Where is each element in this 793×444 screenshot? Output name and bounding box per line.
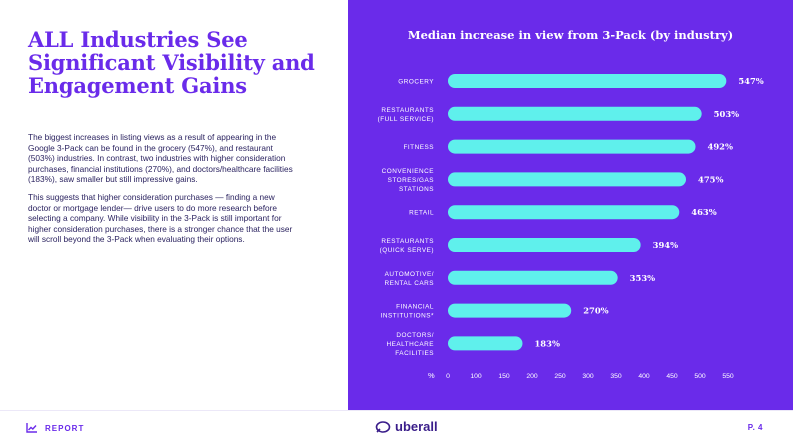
bar-8 <box>448 303 572 318</box>
value-label: 463% <box>691 207 716 217</box>
value-label: 547% <box>738 76 763 86</box>
value-label: 270% <box>583 306 608 316</box>
category-label: STATIONS <box>399 186 434 193</box>
tick-label: 550 <box>722 373 734 380</box>
category-label: RETAIL <box>409 210 434 217</box>
body-copy: The biggest increases in listing views a… <box>28 132 300 252</box>
tick-label: 450 <box>666 373 678 380</box>
value-label: 475% <box>698 174 723 184</box>
bar-1 <box>448 74 727 88</box>
bar-9 <box>448 336 523 351</box>
body-paragraph-2: This suggests that higher consideration … <box>28 191 293 245</box>
value-label: 353% <box>630 273 655 283</box>
category-label: AUTOMOTIVE/ <box>385 271 434 278</box>
category-label: DOCTORS/ <box>396 332 434 339</box>
chart-title: Median increase in view from 3-Pack (by … <box>407 28 734 42</box>
body-paragraph-1: The biggest increases in listing views a… <box>28 132 293 185</box>
chart-panel: Median increase in view from 3-Pack (by … <box>348 0 793 410</box>
bar-chart: GROCERY 547% RESTAURANTS (FULL SERVICE) 503%… <box>378 74 764 380</box>
category-label: (FULL SERVICE) <box>378 116 434 123</box>
tick-label: 0 <box>446 373 450 380</box>
report-text: REPORT <box>45 423 85 433</box>
bar-2 <box>448 106 702 121</box>
footer: REPORT uberall P. 4 <box>0 410 793 444</box>
category-label: RESTAURANTS <box>381 238 434 245</box>
bar-5 <box>448 205 680 220</box>
page-headline: ALL Industries See Significant Visibilit… <box>28 27 315 98</box>
category-label: RESTAURANTS <box>381 107 434 114</box>
value-label: 503% <box>714 109 739 119</box>
category-label: CONVENIENCE <box>382 168 434 175</box>
tick-label: 200 <box>526 373 538 380</box>
category-label: FINANCIAL <box>396 304 434 311</box>
tick-label: 400 <box>638 373 650 380</box>
tick-label: 500 <box>694 373 706 380</box>
axis-unit-label: % <box>428 371 435 380</box>
tick-label: 350 <box>610 373 622 380</box>
bar-6 <box>448 238 641 252</box>
value-label: 394% <box>653 240 678 250</box>
category-label: FITNESS <box>404 144 435 151</box>
value-label: 183% <box>534 338 559 348</box>
report-label: REPORT <box>26 423 84 433</box>
value-label: 492% <box>708 142 733 152</box>
tick-label: 250 <box>554 373 566 380</box>
category-label: STORES/GAS <box>388 177 434 184</box>
bar-3 <box>448 139 696 154</box>
brand-logo: uberall <box>375 419 438 434</box>
uberall-logo-icon <box>375 420 391 433</box>
category-label: RENTAL CARS <box>384 280 434 287</box>
category-label: FACILITIES <box>395 350 434 357</box>
category-label: HEALTHCARE <box>387 341 435 348</box>
tick-label: 150 <box>498 373 510 380</box>
category-label: GROCERY <box>398 79 434 86</box>
chart-trend-icon <box>26 423 37 433</box>
brand-name: uberall <box>395 419 438 434</box>
bar-7 <box>448 270 618 285</box>
bar-4 <box>448 172 686 187</box>
category-label: (QUICK SERVE) <box>380 247 434 254</box>
category-label: INSTITUTIONS* <box>381 313 434 320</box>
tick-label: 300 <box>582 373 594 380</box>
tick-label: 100 <box>470 373 482 380</box>
page-number: P. 4 <box>747 423 763 432</box>
left-panel: ALL Industries See Significant Visibilit… <box>0 0 348 410</box>
